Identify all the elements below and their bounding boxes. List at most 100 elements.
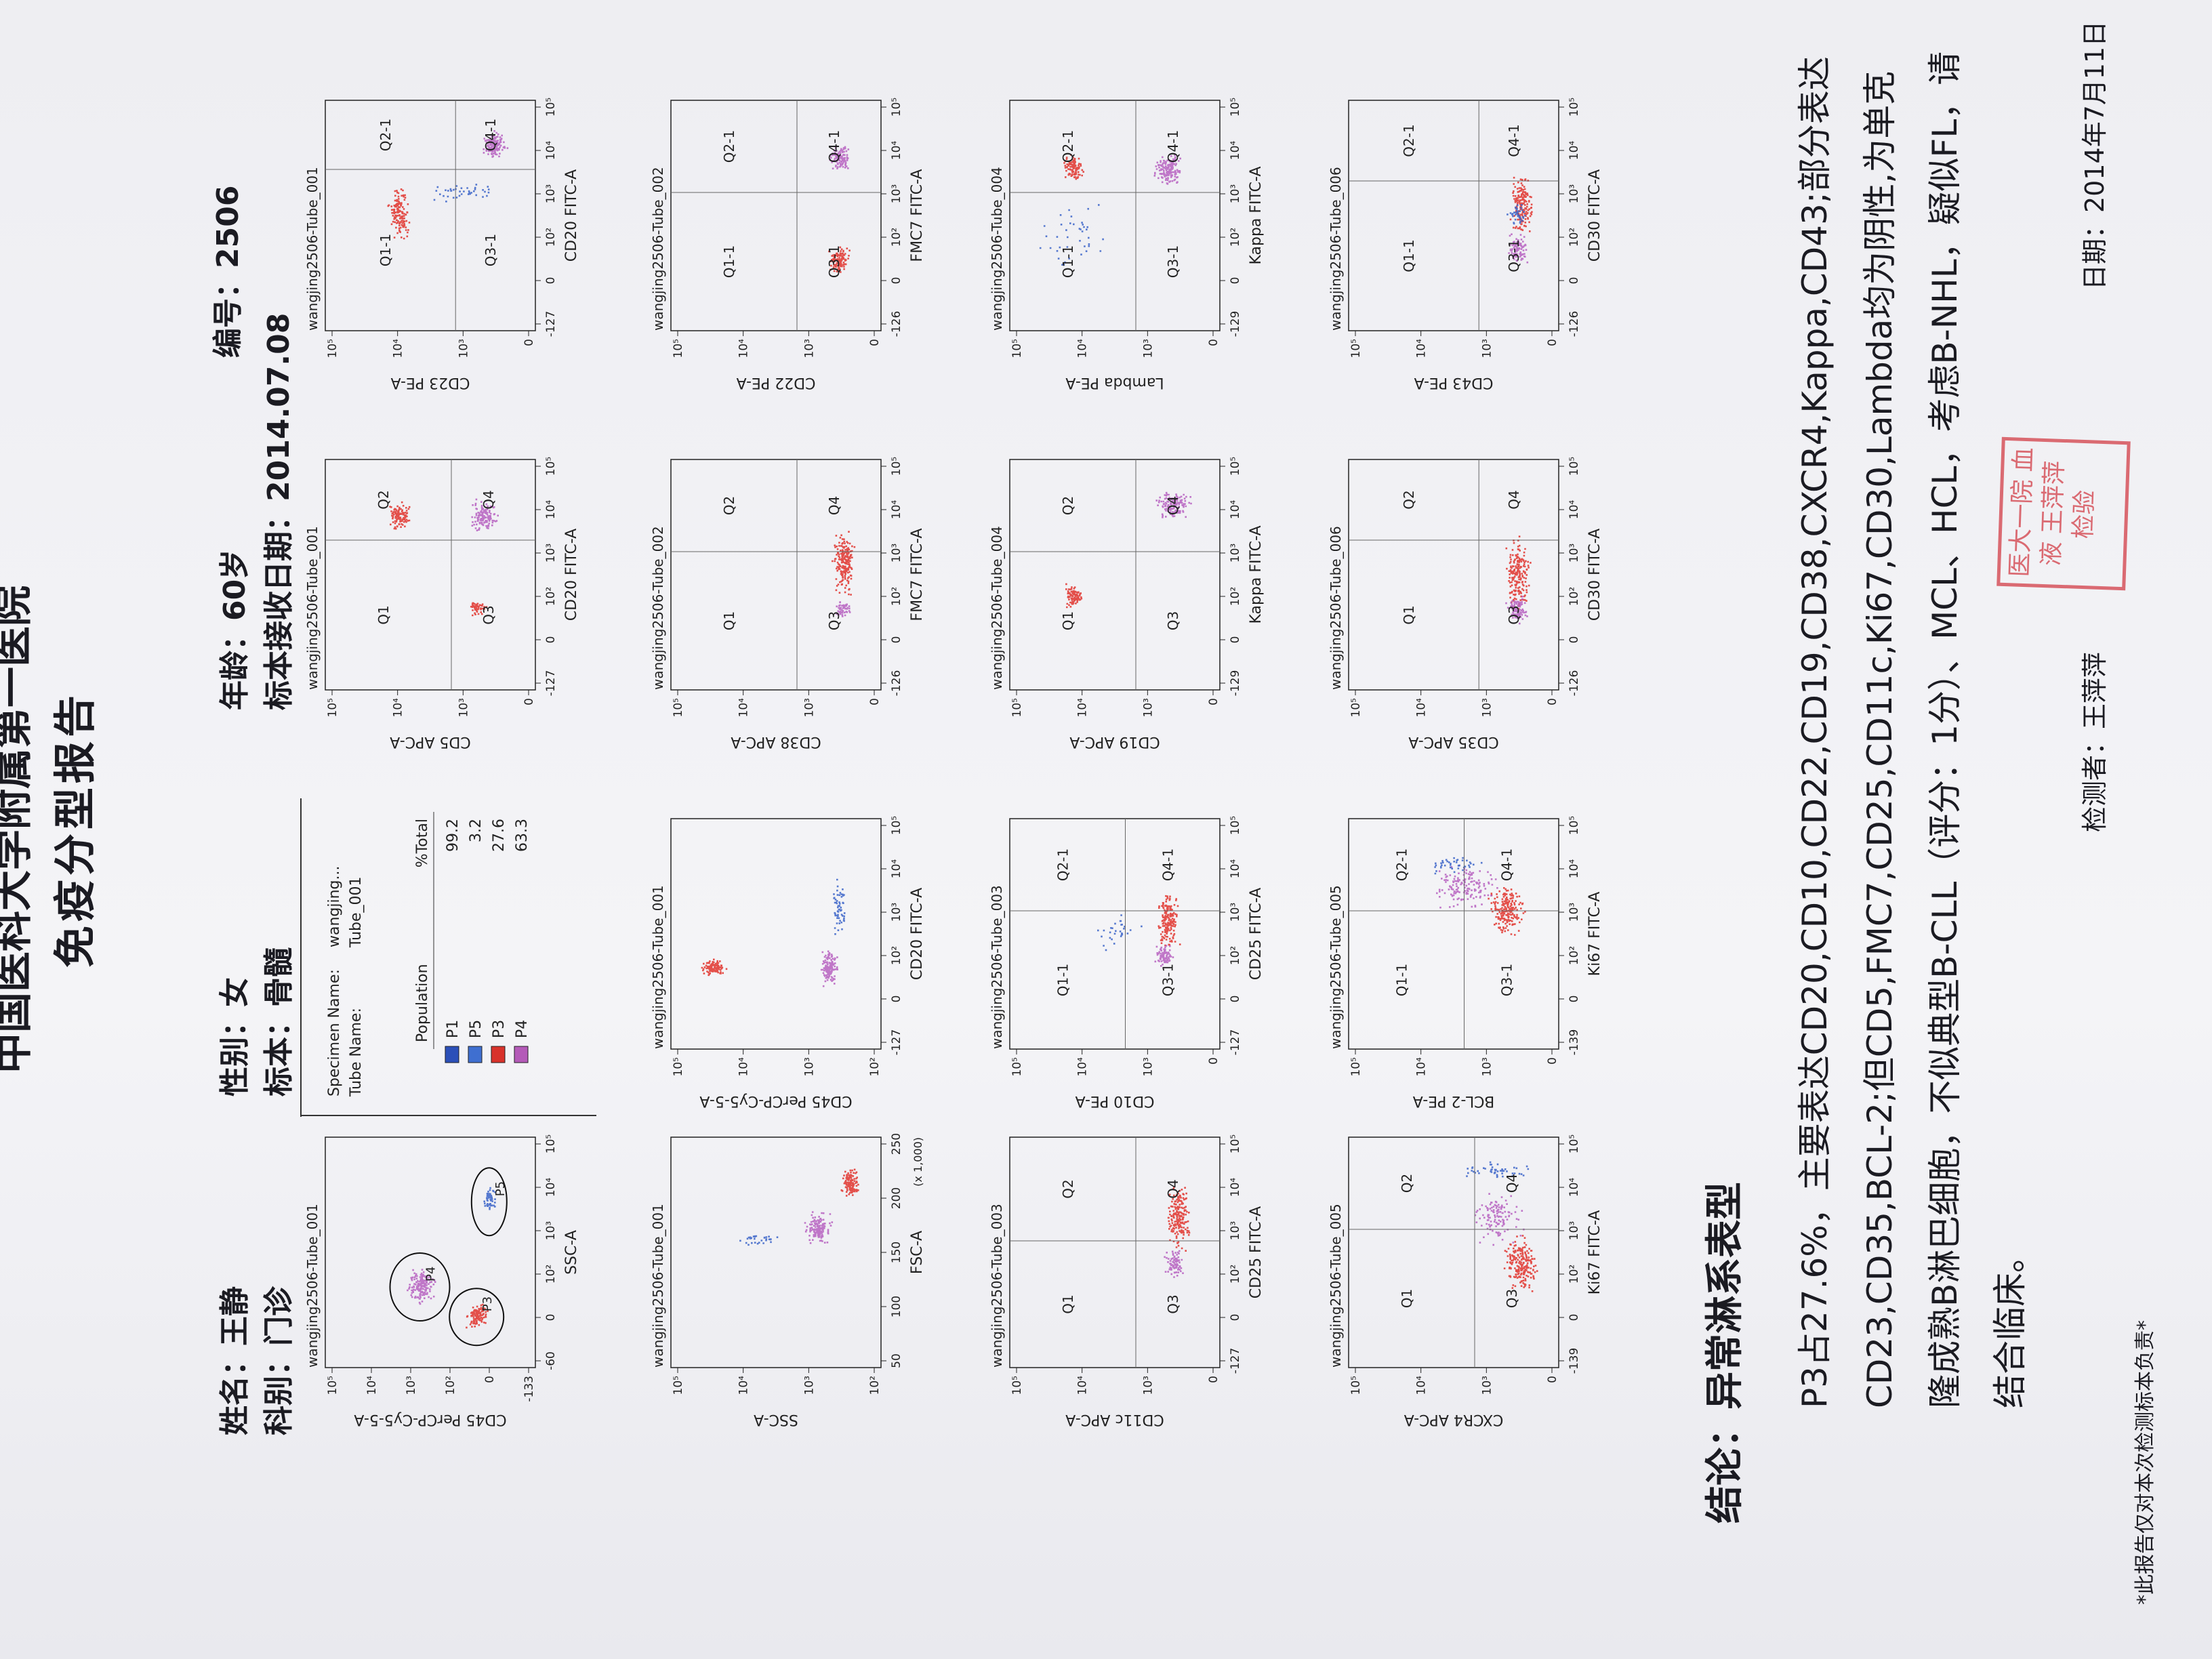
- plot-title: wangjing2506-Tube_003: [989, 1204, 1005, 1368]
- quadrant-label: Q1-1: [1401, 239, 1417, 272]
- y-tick-label: 10⁵: [1349, 339, 1363, 358]
- report-title: 免疫分型报告: [50, 691, 100, 968]
- population-table: Specimen Name: wangjing... Tube Name: Tube_…: [300, 798, 596, 1117]
- patient-dept: 科别：门诊: [262, 1286, 296, 1435]
- y-tick-label: 10³: [802, 1057, 816, 1076]
- x-tick-label: 10⁵: [890, 98, 903, 117]
- y-tick-label: 10⁵: [672, 339, 685, 358]
- gate-label: P3: [480, 1296, 495, 1311]
- y-tick-label: 10⁵: [1349, 698, 1363, 717]
- dot-plot: wangjing2506-Tube_001 50 100 150 200 250 10² 10…: [650, 1133, 926, 1428]
- y-tick-label: 10³: [1480, 339, 1494, 358]
- events: [804, 1211, 834, 1244]
- cell: 27.6: [491, 819, 508, 852]
- quadrant-label: Q2: [375, 490, 392, 509]
- x-tick-label: 0: [1568, 636, 1581, 644]
- dot-plot: wangjing2506-Tube_005 Q1 Q2 Q3 Q4 -139 0 10² 10³…: [1328, 1134, 1603, 1428]
- quadrant-label: Q2-1: [1401, 124, 1417, 157]
- plot-frame: [1348, 459, 1559, 691]
- events: [1474, 1193, 1525, 1246]
- y-axis-label: CD23 PE-A: [391, 374, 470, 391]
- cell: 99.2: [445, 819, 462, 852]
- footer-note: *此报告仅对本次检测标本负责*: [2133, 1320, 2157, 1605]
- quadrant-label: Q3-1: [1165, 245, 1181, 278]
- plot-frame: [1009, 459, 1221, 691]
- x-axis-label: CD20 FITC-A: [563, 169, 580, 262]
- x-tick-label: 10⁴: [1229, 1178, 1242, 1197]
- plot-frame: [670, 818, 882, 1050]
- y-tick-label: 0: [1546, 339, 1559, 346]
- column-header: Population: [414, 964, 431, 1042]
- y-tick-label: 10³: [1141, 698, 1155, 717]
- x-tick-label: 10³: [1229, 184, 1242, 203]
- dot-plot: wangjing2506-Tube_004 Q1-1 Q2-1 Q3-1 Q4-1 -12…: [989, 98, 1265, 391]
- plot-title: wangjing2506-Tube_005: [1328, 885, 1344, 1049]
- events: [1466, 1161, 1530, 1179]
- quadrant-label: Q1: [1399, 1289, 1415, 1308]
- y-axis-label: CD22 PE-A: [737, 374, 816, 391]
- plot-title: wangjing2506-Tube_003: [989, 885, 1005, 1049]
- quadrant-label: Q4: [1165, 1179, 1181, 1198]
- x-tick-label: 10⁵: [1568, 1134, 1581, 1153]
- quadrant-label: Q2: [1060, 496, 1076, 515]
- quadrant-label: Q2-1: [721, 130, 737, 163]
- quadrant-label: Q1: [1060, 611, 1076, 630]
- x-tick-label: 10³: [890, 544, 903, 562]
- y-tick-label: 10³: [1141, 339, 1155, 358]
- patient-sex: 性别：女: [218, 977, 252, 1097]
- x-tick-label: -139: [1568, 1348, 1581, 1374]
- x-axis-label: FMC7 FITC-A: [909, 169, 926, 262]
- quadrant-label: Q3: [1506, 605, 1522, 624]
- x-tick-label: -126: [890, 311, 903, 337]
- y-tick-label: 10⁵: [1010, 698, 1024, 717]
- patient-name: 姓名：王静: [218, 1286, 252, 1435]
- y-tick-label: 10⁴: [1415, 1376, 1429, 1395]
- x-tick-label: 10³: [1568, 1221, 1581, 1240]
- dot-plot: wangjing2506-Tube_002 Q1 Q2 Q3 Q4 -126 0 10² 10³…: [650, 457, 926, 750]
- y-tick-label: 10⁴: [737, 1057, 751, 1077]
- plot-frame: [1009, 100, 1221, 331]
- x-tick-label: 10⁵: [1568, 816, 1581, 835]
- y-tick-label: 10⁴: [1076, 698, 1090, 718]
- x-tick-label: 10³: [890, 903, 903, 922]
- x-tick-label: 10⁵: [544, 1134, 558, 1153]
- x-tick-label: 10²: [890, 228, 903, 247]
- quadrant-label: Q2-1: [1054, 848, 1071, 881]
- x-tick-label: 10²: [544, 1265, 558, 1284]
- y-tick-label: 10⁵: [1349, 1376, 1363, 1395]
- events: [1097, 914, 1143, 951]
- swatch: [468, 1046, 483, 1063]
- swatch: [514, 1046, 529, 1063]
- x-tick-label: 10⁵: [890, 457, 903, 476]
- events: [1158, 895, 1181, 947]
- y-axis-label: CD45 PerCP-Cy5-5-A: [354, 1411, 506, 1428]
- x-axis-label: CD25 FITC-A: [1248, 1206, 1265, 1298]
- events: [1436, 864, 1498, 909]
- y-tick-label: 10⁵: [326, 339, 340, 358]
- events: [739, 1235, 779, 1246]
- x-tick-label: 10³: [1568, 184, 1581, 203]
- y-axis-label: CD19 APC-A: [1069, 733, 1160, 750]
- quadrant-label: Q1-1: [1393, 964, 1410, 996]
- label: Specimen Name:: [326, 969, 343, 1097]
- dot-plot: wangjing2506-Tube_001 P3 P4 P5 -60 0 10² 10³ 10⁴…: [304, 1134, 580, 1428]
- y-axis-label: CD35 APC-A: [1408, 733, 1498, 750]
- y-axis-label: SSC-A: [754, 1411, 798, 1428]
- x-tick-label: 0: [890, 277, 903, 285]
- x-tick-label: 10⁴: [1229, 859, 1242, 879]
- x-tick-label: 10²: [1229, 946, 1242, 965]
- patient-specimen: 标本：骨髓: [262, 947, 296, 1097]
- y-tick-label: 10⁵: [326, 698, 340, 717]
- y-axis-label: CD43 PE-A: [1414, 374, 1494, 391]
- events: [483, 1187, 496, 1210]
- x-axis-label: FMC7 FITC-A: [909, 528, 926, 621]
- y-tick-label: 0: [868, 698, 882, 705]
- x-tick-label: 10⁴: [1229, 500, 1242, 520]
- plot-title: wangjing2506-Tube_001: [304, 167, 321, 331]
- events: [1434, 857, 1483, 875]
- gate: [449, 1288, 505, 1347]
- y-axis-label: CD45 PerCP-Cy5-5-A: [699, 1092, 852, 1109]
- x-tick-label: 10⁴: [544, 1178, 558, 1197]
- received-date: 标本接收日期：2014.07.08: [262, 312, 296, 710]
